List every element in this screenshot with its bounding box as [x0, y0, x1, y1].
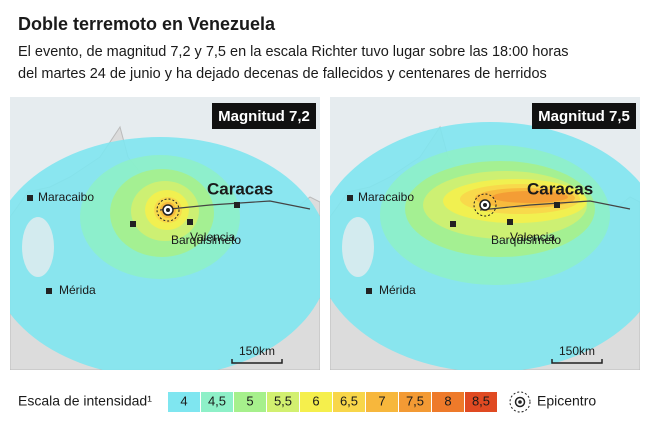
legend-label: 6 — [312, 393, 319, 408]
epicenter-dot — [166, 208, 170, 212]
city-label: Caracas — [207, 179, 273, 198]
legend-label: 8,5 — [472, 393, 490, 408]
city-marker — [366, 288, 372, 294]
scale-label: 150km — [239, 344, 275, 358]
city-marker — [46, 288, 52, 294]
legend-swatch — [201, 392, 233, 412]
legend-swatch — [399, 392, 431, 412]
scale-bar — [231, 359, 283, 364]
legend-label: 7,5 — [406, 393, 424, 408]
lake — [342, 217, 374, 277]
city-label: Mérida — [59, 283, 96, 297]
magnitude-label: Magnitud 7,5 — [538, 108, 630, 125]
legend-swatch — [432, 392, 464, 412]
city-label: Valencia — [510, 230, 555, 244]
legend-swatch — [267, 392, 299, 412]
epicenter-dot — [483, 203, 487, 207]
title: Doble terremoto en Venezuela — [18, 14, 276, 34]
legend-label: 4 — [180, 393, 187, 408]
city-marker — [130, 221, 136, 227]
intensity-zone — [492, 191, 568, 203]
legend-swatch — [234, 392, 266, 412]
city-label: Barquisimeto — [491, 233, 561, 247]
scale-label: 150km — [559, 344, 595, 358]
magnitude-badge — [212, 103, 316, 129]
epicenter-ring — [156, 198, 180, 222]
city-marker — [450, 221, 456, 227]
magnitude-label: Magnitud 7,2 — [218, 108, 310, 125]
legend-epicenter-ring — [509, 391, 531, 413]
lake — [22, 217, 54, 277]
legend-label: 7 — [378, 393, 385, 408]
legend-swatch — [300, 392, 332, 412]
city-label: Barquisimeto — [171, 233, 241, 247]
legend-swatch — [366, 392, 398, 412]
legend-label: 8 — [444, 393, 451, 408]
epicenter-ring — [473, 193, 497, 217]
city-label: Maracaibo — [358, 190, 414, 204]
magnitude-badge — [532, 103, 636, 129]
legend-label: 5,5 — [274, 393, 292, 408]
legend-epicenter-label: Epicentro — [537, 393, 596, 409]
city-marker — [347, 195, 353, 201]
subtitle-line: El evento, de magnitud 7,2 y 7,5 en la e… — [18, 44, 569, 60]
city-label: Maracaibo — [38, 190, 94, 204]
city-label: Caracas — [527, 179, 593, 198]
city-marker — [187, 219, 193, 225]
legend-label: 6,5 — [340, 393, 358, 408]
city-marker — [554, 202, 560, 208]
legend-swatch — [333, 392, 365, 412]
city-marker — [507, 219, 513, 225]
legend-epicenter-dot — [518, 400, 522, 404]
legend-title: Escala de intensidad¹ — [18, 393, 152, 409]
city-label: Mérida — [379, 283, 416, 297]
scale-bar — [551, 359, 603, 364]
legend-swatch — [168, 392, 200, 412]
city-marker — [27, 195, 33, 201]
legend-label: 4,5 — [208, 393, 226, 408]
legend-label: 5 — [246, 393, 253, 408]
subtitle-line: del martes 24 de junio y ha dejado decen… — [18, 66, 547, 82]
legend-swatch — [465, 392, 497, 412]
city-marker — [234, 202, 240, 208]
city-label: Valencia — [190, 230, 235, 244]
